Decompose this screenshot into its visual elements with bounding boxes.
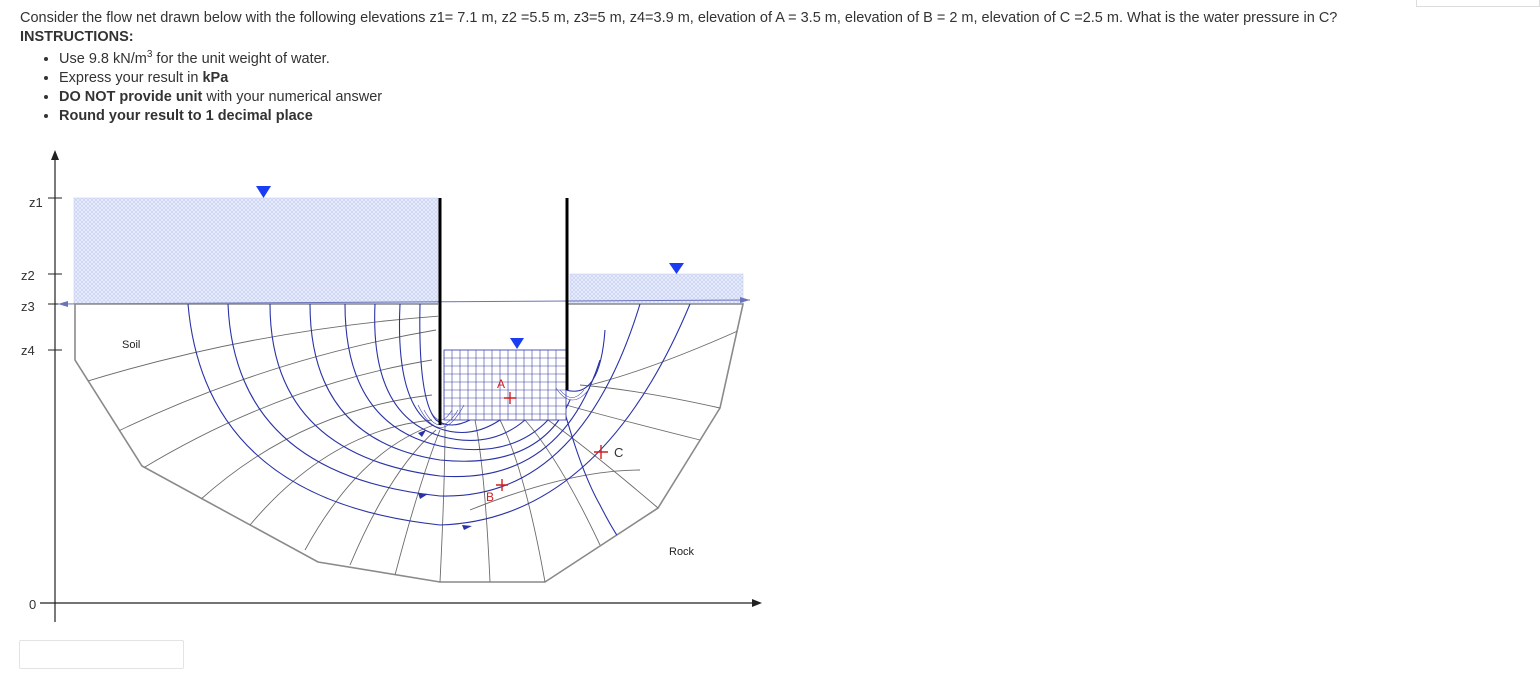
instruction-1-text: Use 9.8 kN/m — [59, 51, 147, 67]
instructions-list: Use 9.8 kN/m3 for the unit weight of wat… — [40, 50, 382, 126]
instruction-1-superscript: 3 — [146, 49, 153, 60]
soil-label: Soil — [122, 339, 140, 351]
instruction-unit-weight: Use 9.8 kN/m3 for the unit weight of wat… — [59, 50, 382, 69]
point-c-label: C — [614, 445, 623, 460]
point-a: A — [497, 377, 516, 404]
ground-right-arrow — [740, 297, 750, 303]
instructions-title: INSTRUCTIONS: — [20, 29, 134, 45]
instruction-express-unit: Express your result in kPa — [59, 69, 382, 88]
horizontal-axis-arrow — [752, 599, 762, 607]
flow-arrows — [418, 430, 472, 530]
flow-net-diagram: z1 z2 z3 z4 0 — [21, 150, 762, 622]
downstream-water-level-icon — [669, 263, 684, 274]
excavation-water-level-icon — [510, 338, 524, 349]
point-c-marker — [594, 445, 608, 459]
instruction-1-suffix: for the unit weight of water. — [152, 51, 330, 67]
upstream-water-level-icon — [256, 186, 271, 198]
ground-left-arrow — [58, 301, 68, 307]
instruction-3-suffix: with your numerical answer — [202, 89, 383, 105]
point-a-label: A — [497, 377, 505, 391]
top-right-frame — [1416, 0, 1540, 7]
downstream-water — [569, 273, 744, 305]
point-a-marker — [504, 392, 516, 404]
point-c: C — [594, 445, 623, 460]
label-z2: z2 — [21, 268, 35, 283]
label-zero: 0 — [29, 597, 36, 612]
question-text: Consider the flow net drawn below with t… — [20, 10, 1338, 26]
axes: z1 z2 z3 z4 0 — [21, 150, 762, 622]
instruction-2-text: Express your result in — [59, 70, 203, 86]
instruction-no-unit: DO NOT provide unit with your numerical … — [59, 88, 382, 107]
answer-input[interactable] — [19, 640, 184, 669]
point-b-label: B — [486, 490, 494, 504]
instruction-rounding: Round your result to 1 decimal place — [59, 107, 382, 126]
instruction-3-bold: DO NOT provide unit — [59, 89, 203, 105]
label-z3: z3 — [21, 299, 35, 314]
soil-rock-boundary — [74, 303, 744, 583]
point-b: B — [486, 479, 508, 504]
instruction-4-bold: Round your result to 1 decimal place — [59, 108, 313, 124]
point-b-marker — [496, 479, 508, 491]
label-z1: z1 — [29, 195, 43, 210]
vertical-axis-arrow — [51, 150, 59, 160]
upstream-water — [73, 197, 439, 305]
equipotential-lines — [75, 315, 741, 582]
instruction-2-bold: kPa — [202, 70, 229, 86]
label-z4: z4 — [21, 343, 35, 358]
rock-label: Rock — [669, 546, 695, 558]
